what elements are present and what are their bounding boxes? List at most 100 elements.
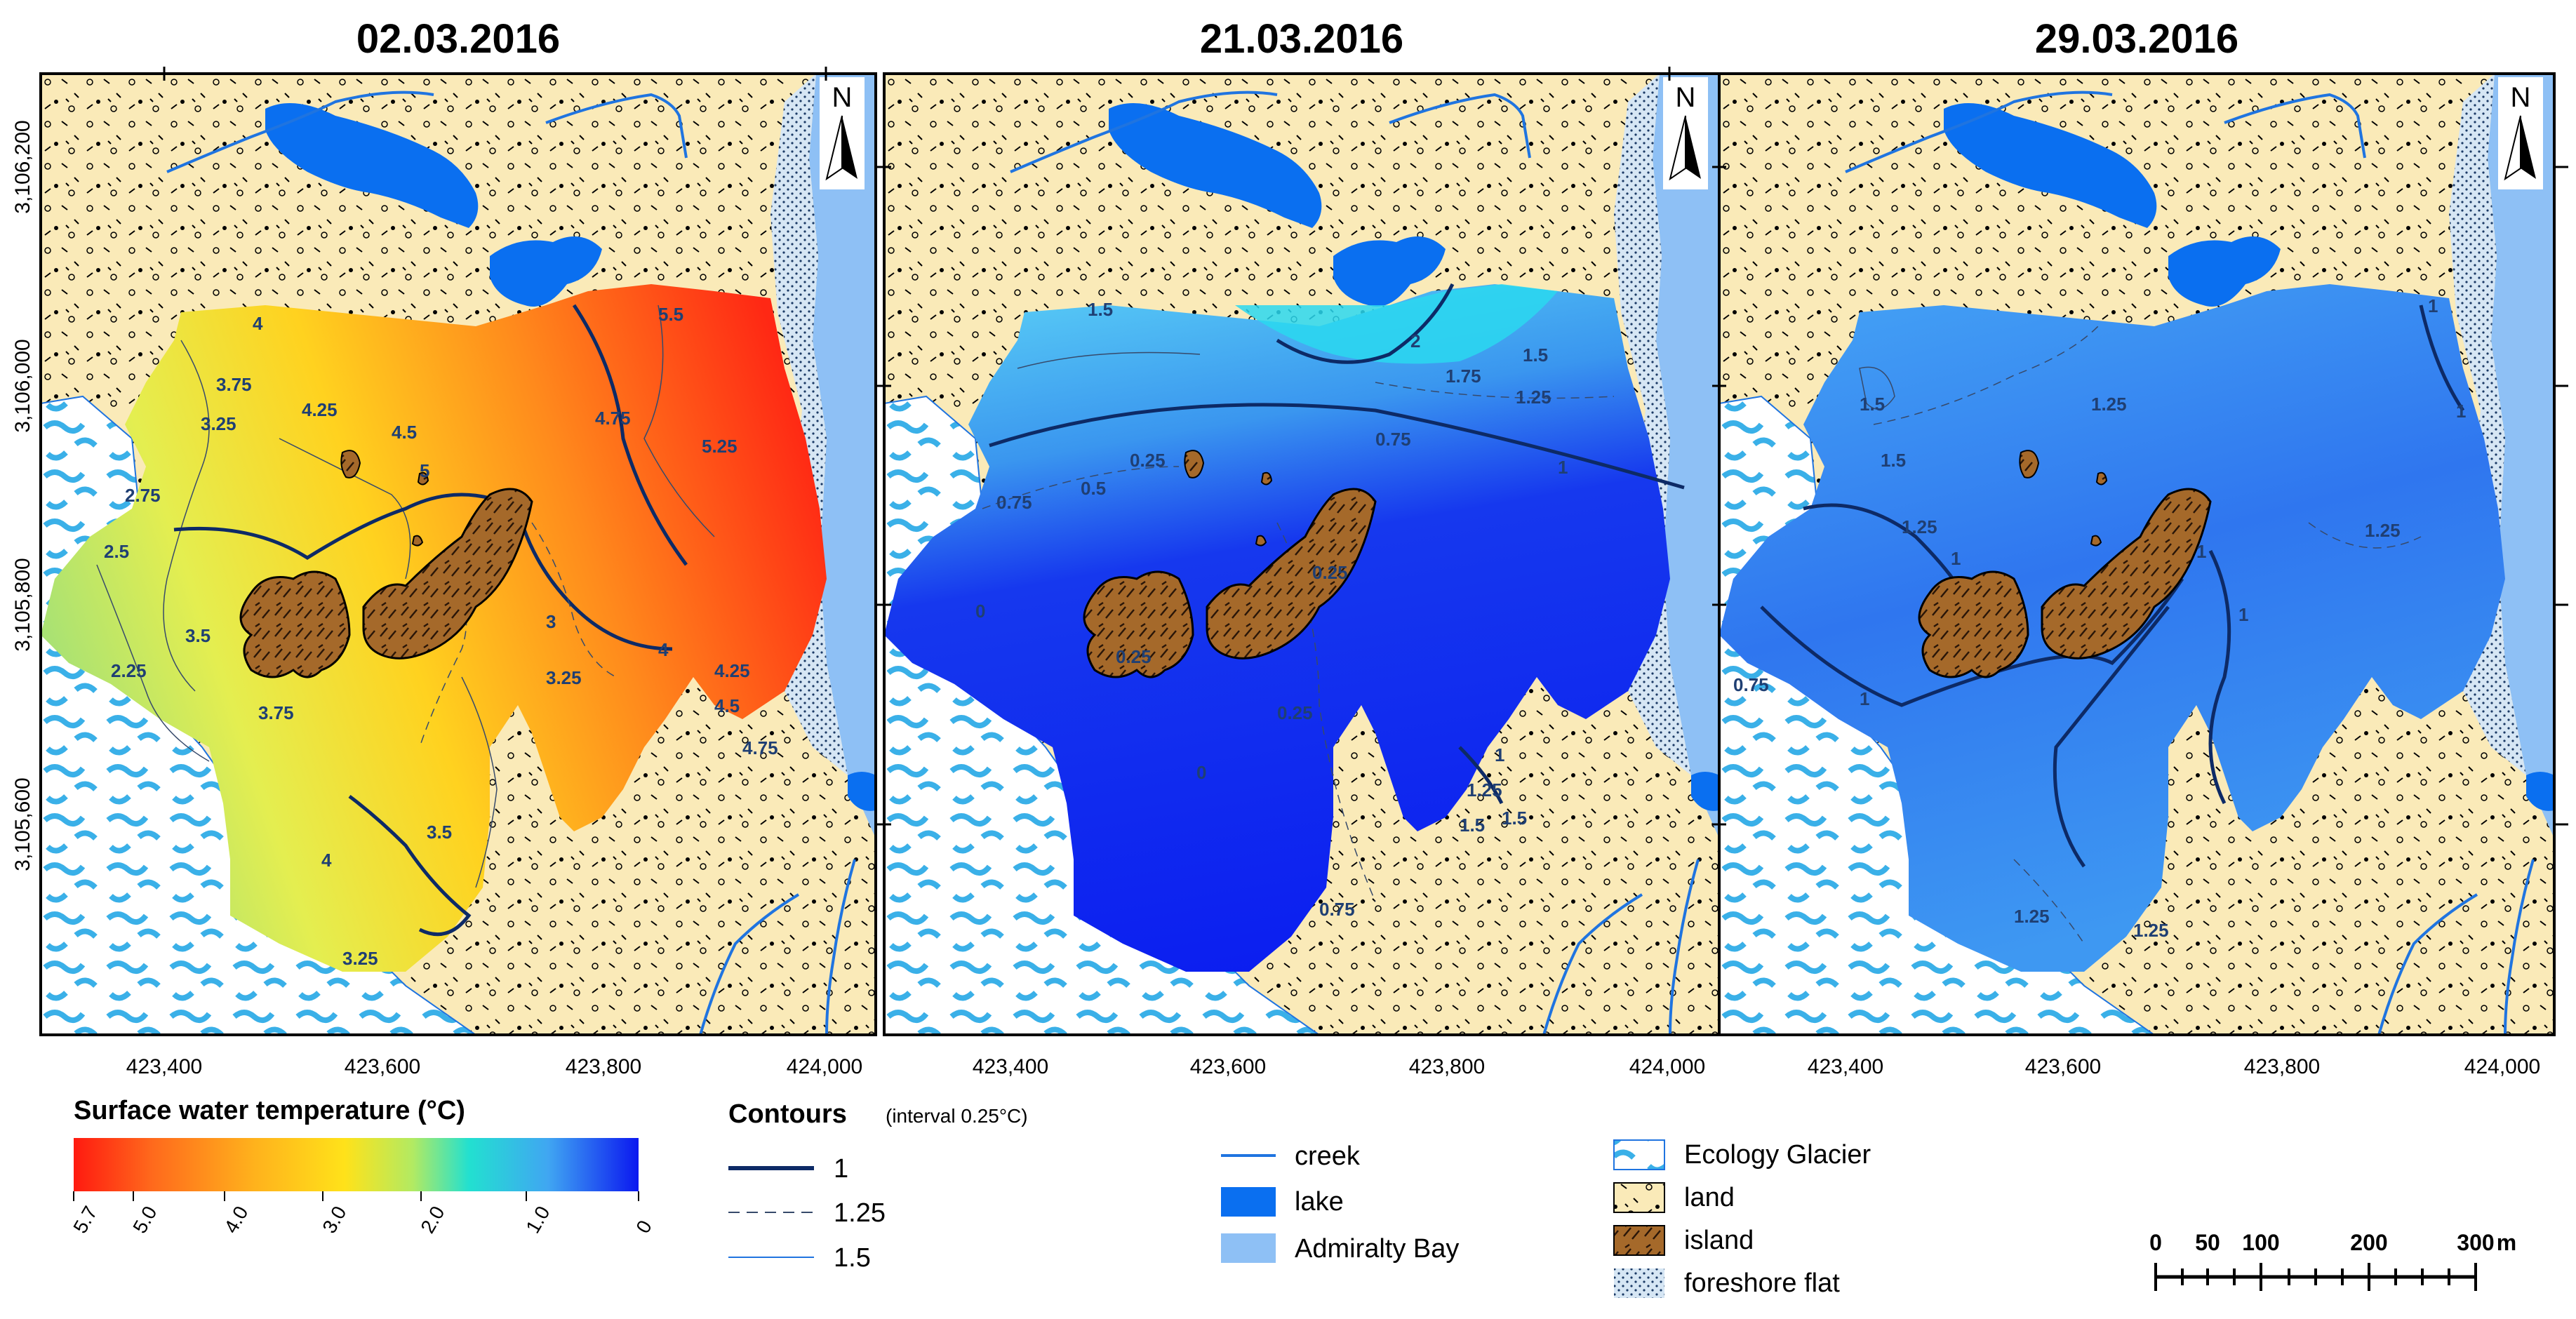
contour-label: 1.25 <box>2091 394 2127 415</box>
contour-label: 1.5 <box>1881 450 1906 471</box>
contour-label: 1.25 <box>2365 520 2401 541</box>
north-arrow: N <box>2498 77 2543 189</box>
temperature-tick: 5.0 <box>128 1203 161 1237</box>
x-tick-label: 423,600 <box>1190 1055 1266 1078</box>
contour-label: 3.75 <box>216 374 252 395</box>
x-tick-label: 423,600 <box>345 1055 420 1078</box>
y-tick-label: 3,105,800 <box>11 558 34 651</box>
feature-legend-item: creek <box>1295 1141 1361 1171</box>
contour-label: 1.5 <box>1523 344 1548 366</box>
contour-label: 0.25 <box>1130 450 1166 471</box>
temperature-tick: 0 <box>632 1217 656 1237</box>
contour-label: 1 <box>2238 604 2248 625</box>
contour-label: 3.25 <box>201 413 236 434</box>
contour-label: 5 <box>420 460 429 481</box>
contour-label: 4.5 <box>714 695 740 716</box>
contour-label: 1.25 <box>1467 779 1502 801</box>
contour-label: 1.25 <box>2014 906 2050 927</box>
contour-legend-item: 1 <box>834 1154 848 1184</box>
x-tick-label: 423,600 <box>2025 1055 2101 1078</box>
contour-label: 1.5 <box>1502 808 1527 829</box>
contour-label: 4 <box>658 639 669 660</box>
contour-label: 4.75 <box>595 408 631 429</box>
contours-legend-title: Contours <box>728 1099 847 1129</box>
landcover-legend: Ecology Glacier land island foreshore fl… <box>1613 1139 1871 1298</box>
north-arrow: N <box>1663 77 1708 189</box>
contour-lines <box>96 304 715 937</box>
scale-label: 0 <box>2149 1230 2162 1255</box>
contour-label: 0.25 <box>1312 562 1348 583</box>
contour-label: 3 <box>546 611 556 632</box>
contour-label: 1.25 <box>1516 387 1551 408</box>
x-tick-label: 423,800 <box>2244 1055 2320 1078</box>
contour-label: 3.75 <box>258 702 294 723</box>
contour-label: 4.5 <box>392 422 417 443</box>
contour-label: 1.25 <box>2133 920 2169 941</box>
contour-label: 0.75 <box>1319 899 1355 920</box>
contour-label: 0.5 <box>1081 478 1106 499</box>
landcover-legend-item: Ecology Glacier <box>1684 1140 1871 1170</box>
contour-label: 3.25 <box>342 948 378 969</box>
map-panel-29-03-2016: 1 1.5 1.25 1.5 1.25 1 1.25 1 1 1 1 0.75 … <box>1718 72 2556 1036</box>
contour-label: 2.25 <box>111 660 147 681</box>
contours-legend: Contours (interval 0.25°C) 1 1.25 1.5 <box>728 1099 1028 1273</box>
landcover-legend-item: island <box>1684 1226 1754 1255</box>
contour-label: 1.25 <box>1902 516 1937 537</box>
contour-label: 5.25 <box>702 436 738 457</box>
contour-labels: 4 3.75 4.25 3.25 4.5 5 5.5 5.25 4.75 2.7… <box>104 304 778 969</box>
landcover-legend-item: foreshore flat <box>1684 1268 1840 1298</box>
contour-label: 0 <box>1196 762 1206 783</box>
contour-legend-item: 1.5 <box>834 1243 871 1273</box>
contour-label: 2 <box>1410 330 1420 351</box>
contour-label: 2.5 <box>104 541 129 562</box>
north-label: N <box>1676 82 1696 113</box>
contour-labels: 1 1.5 1.25 1.5 1.25 1 1.25 1 1 1 1 0.75 … <box>1733 295 2466 941</box>
frame-ticks <box>163 67 2568 826</box>
contour-label: 1 <box>1860 688 1869 709</box>
temperature-tick: 2.0 <box>416 1203 448 1237</box>
contour-label: 4.25 <box>302 399 338 420</box>
features-legend: creek lake Admiralty Bay <box>1221 1141 1459 1264</box>
x-tick-label: 424,000 <box>2464 1055 2540 1078</box>
contour-label: 3.5 <box>185 625 211 646</box>
feature-legend-item: Admiralty Bay <box>1295 1234 1459 1264</box>
x-tick-label: 424,000 <box>787 1055 862 1078</box>
contour-label: 0.75 <box>1375 429 1411 450</box>
contour-label: 1 <box>1495 744 1504 765</box>
contour-label: 0.75 <box>1733 674 1769 695</box>
x-tick-labels: 423,400 423,600 423,800 424,000 423,400 … <box>126 1055 2540 1078</box>
scale-label: 50 <box>2195 1230 2220 1255</box>
contour-label: 4 <box>253 313 263 334</box>
contour-label: 1.5 <box>1088 299 1113 320</box>
contour-label: 1 <box>1951 548 1961 569</box>
y-tick-label: 3,106,000 <box>11 339 34 432</box>
contour-label: 4.75 <box>742 737 778 758</box>
contour-label: 1 <box>2428 295 2438 316</box>
contour-label: 1 <box>1558 457 1568 478</box>
scale-label: 200 <box>2350 1230 2387 1255</box>
y-tick-label: 3,105,600 <box>11 777 34 871</box>
map-panel-21-03-2016: 1.5 2 1.75 1.5 1.25 0.75 0.5 0.25 0.75 1… <box>883 72 1721 1036</box>
contour-label: 3.25 <box>546 667 582 688</box>
map-panel-02-03-2016: 4 3.75 4.25 3.25 4.5 5 5.5 5.25 4.75 2.7… <box>39 72 877 1036</box>
contour-label: 0.25 <box>1277 702 1313 723</box>
feature-legend-item: lake <box>1295 1187 1344 1217</box>
contour-label: 1.5 <box>1460 815 1485 836</box>
contour-label: 0.25 <box>1116 646 1152 667</box>
contour-label: 3.5 <box>427 822 452 843</box>
y-tick-labels: 3,106,200 3,106,000 3,105,800 3,105,600 <box>11 120 34 871</box>
panel-title: 02.03.2016 <box>356 16 560 62</box>
contour-label: 1.5 <box>1860 394 1885 415</box>
scale-bar: 0 50 100 200 300 m <box>2149 1230 2516 1291</box>
contour-lines <box>1760 304 2465 944</box>
temperature-legend: Surface water temperature (°C) 5.7 5.0 4… <box>69 1096 656 1237</box>
contour-label: 4 <box>321 850 332 871</box>
contour-label: 5.5 <box>658 304 683 325</box>
contour-legend-item: 1.25 <box>834 1198 886 1228</box>
contour-label: 0 <box>975 601 985 622</box>
temperature-color-bar <box>74 1138 639 1191</box>
panel-title: 29.03.2016 <box>2035 16 2238 62</box>
contours-legend-subtitle: (interval 0.25°C) <box>886 1105 1028 1127</box>
north-label: N <box>2511 82 2531 113</box>
